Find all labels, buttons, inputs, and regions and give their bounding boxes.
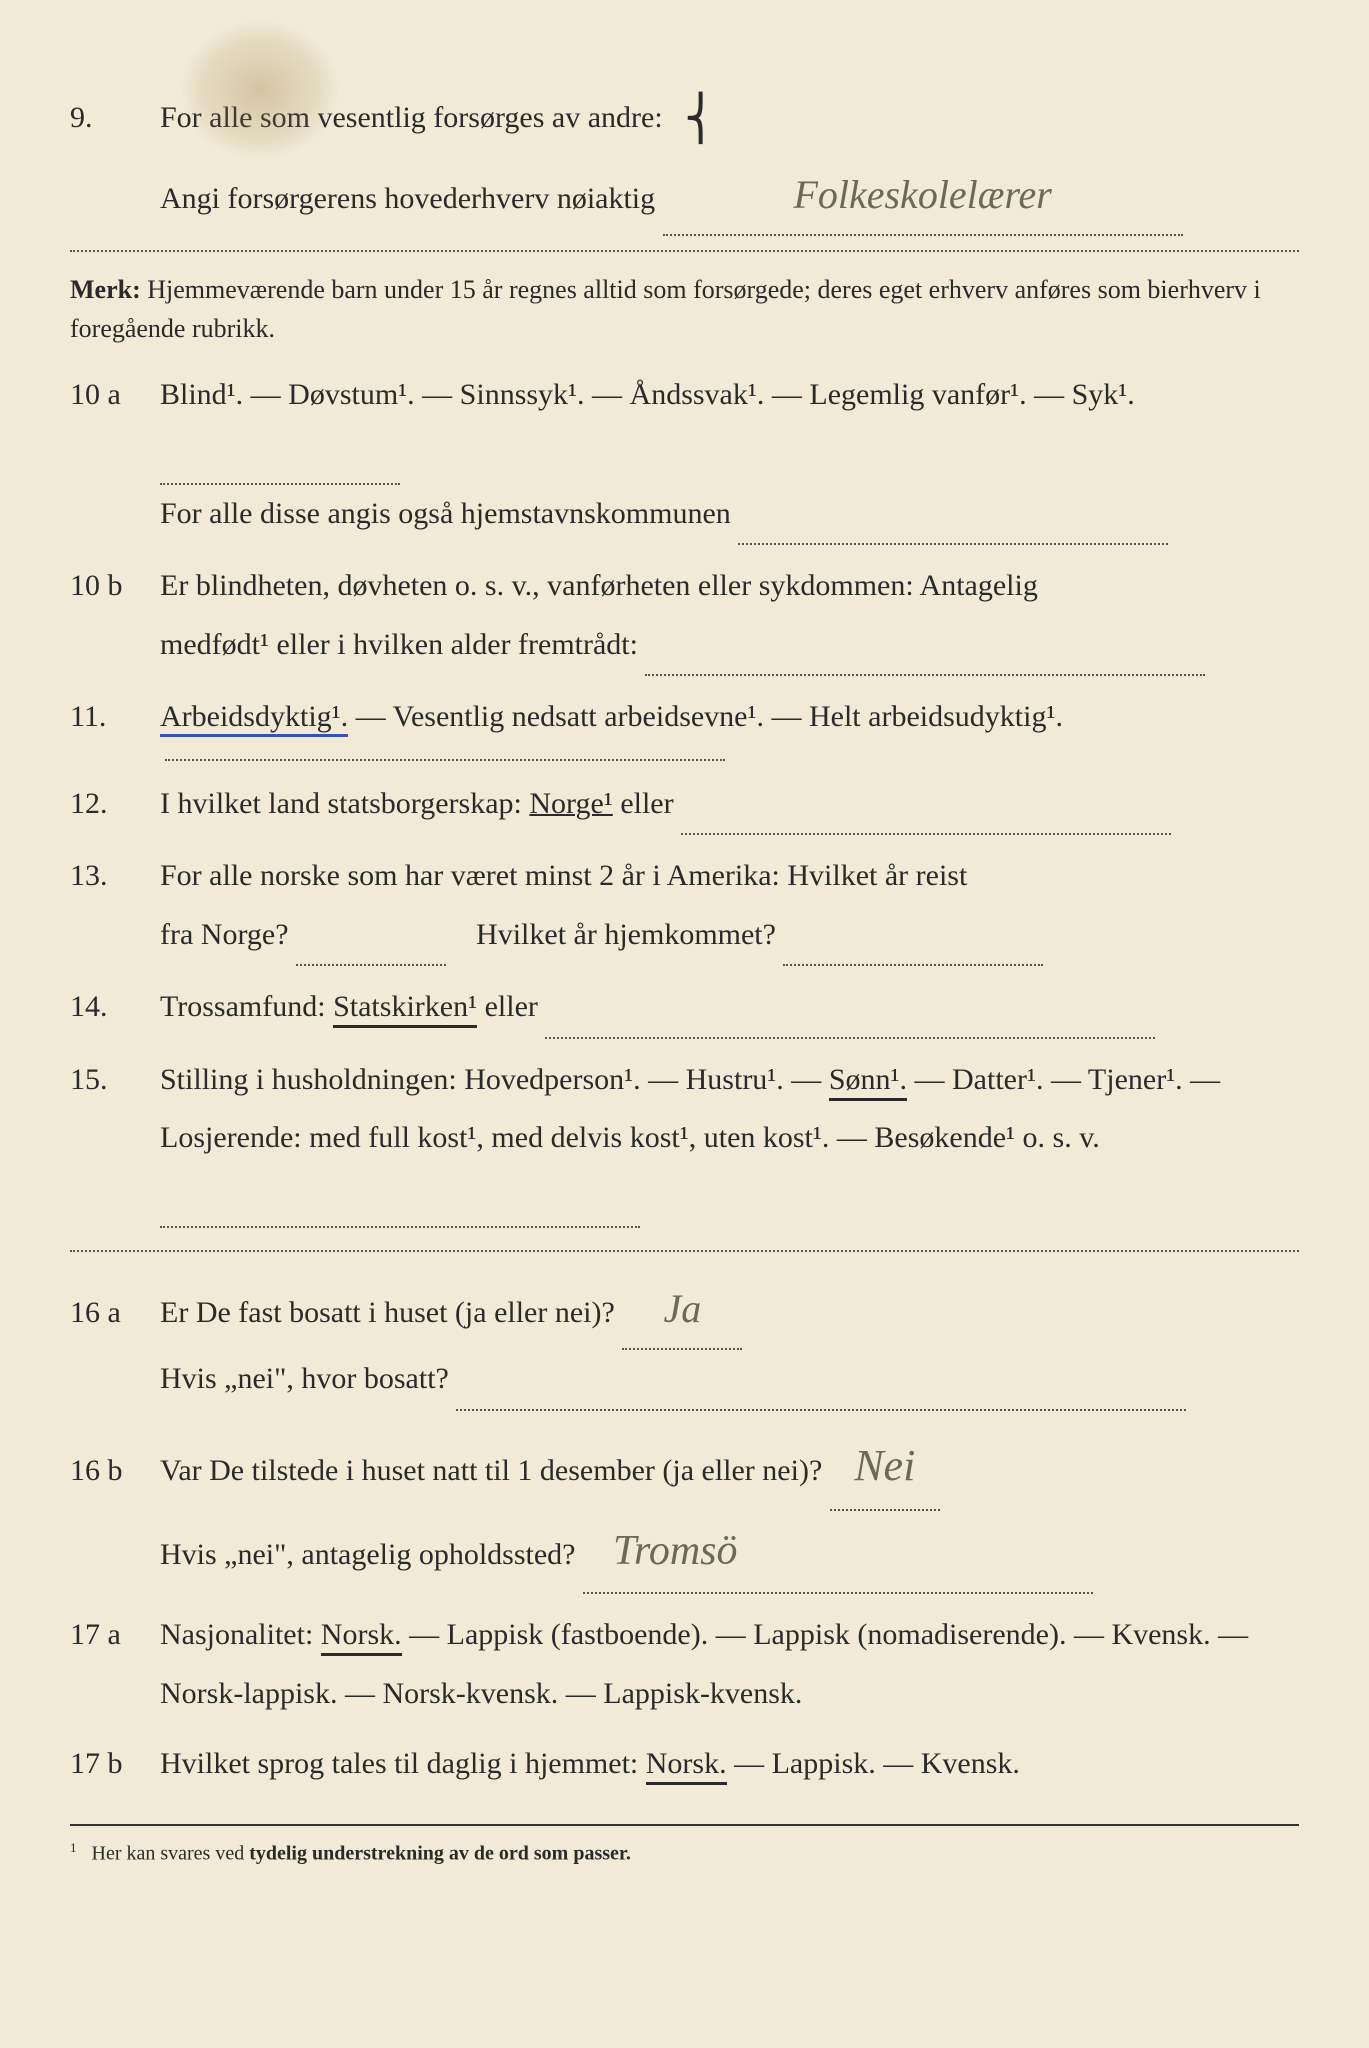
q12-body: I hvilket land statsborgerskap: Norge¹ e… xyxy=(160,775,1299,836)
q16a-q: Er De fast bosatt i huset (ja eller nei)… xyxy=(160,1296,615,1329)
footnote: 1 Her kan svares ved tydelig understrekn… xyxy=(70,1840,1299,1866)
q15-body: Stilling i husholdningen: Hovedperson¹. … xyxy=(160,1051,1299,1229)
merk-text: Hjemmeværende barn under 15 år regnes al… xyxy=(70,275,1261,343)
q12-norge: Norge¹ xyxy=(529,787,612,820)
question-11: 11. Arbeidsdyktig¹. — Vesentlig nedsatt … xyxy=(70,688,1299,747)
q15-a: Stilling i husholdningen: Hovedperson¹. … xyxy=(160,1063,829,1096)
q16b-answer2-field[interactable]: Tromsö xyxy=(583,1511,1093,1595)
q10a-number: 10 a xyxy=(70,366,160,425)
q16b-ans: Nei xyxy=(854,1441,915,1490)
q11-selected: Arbeidsdyktig¹. xyxy=(160,700,348,737)
q11-rest: — Vesentlig nedsatt arbeidsevne¹. — Helt… xyxy=(348,700,1063,733)
q14-body: Trossamfund: Statskirken¹ eller xyxy=(160,978,1299,1039)
q9-answer-field[interactable]: Folkeskolelærer xyxy=(663,156,1183,236)
q13-number: 13. xyxy=(70,847,160,906)
q16b-line2: Hvis „nei", antagelig opholdssted? xyxy=(160,1538,576,1571)
q15-sonn: Sønn¹. xyxy=(829,1063,907,1101)
q10b-body: Er blindheten, døvheten o. s. v., vanfør… xyxy=(160,557,1299,676)
q14-stats: Statskirken¹ xyxy=(333,990,477,1028)
q16a-answer-field[interactable]: Ja xyxy=(622,1270,742,1350)
q16a-blank2[interactable] xyxy=(456,1350,1186,1411)
q10a-line2: For alle disse angis også hjemstavnskomm… xyxy=(160,497,731,530)
q11-body: Arbeidsdyktig¹. — Vesentlig nedsatt arbe… xyxy=(160,688,1299,747)
q10a-body: Blind¹. — Døvstum¹. — Sinnssyk¹. — Åndss… xyxy=(160,366,1299,546)
question-12: 12. I hvilket land statsborgerskap: Norg… xyxy=(70,775,1299,836)
q12-a: I hvilket land statsborgerskap: xyxy=(160,787,529,820)
q10b-number: 10 b xyxy=(70,557,160,616)
q9-number: 9. xyxy=(70,89,160,148)
q16a-ans: Ja xyxy=(663,1286,701,1331)
q14-number: 14. xyxy=(70,978,160,1037)
divider xyxy=(70,250,1299,252)
q17a-number: 17 a xyxy=(70,1606,160,1665)
note-merk: Merk: Hjemmeværende barn under 15 år reg… xyxy=(70,270,1299,348)
q16a-body: Er De fast bosatt i huset (ja eller nei)… xyxy=(160,1270,1299,1411)
q15-number: 15. xyxy=(70,1051,160,1110)
footnote-text: Her kan svares ved tydelig understreknin… xyxy=(92,1843,631,1865)
q13-blank2[interactable] xyxy=(783,906,1043,967)
q17a-a: Nasjonalitet: xyxy=(160,1618,321,1651)
footnote-num: 1 xyxy=(70,1840,77,1855)
q16b-body: Var De tilstede i huset natt til 1 desem… xyxy=(160,1423,1299,1595)
q10a-blank2[interactable] xyxy=(738,485,1168,546)
question-15: 15. Stilling i husholdningen: Hovedperso… xyxy=(70,1051,1299,1229)
divider-short xyxy=(165,759,725,761)
question-17b: 17 b Hvilket sprog tales til daglig i hj… xyxy=(70,1735,1299,1794)
merk-label: Merk: xyxy=(70,275,141,304)
q13-blank1[interactable] xyxy=(296,906,446,967)
census-form-page: 9. For alle som vesentlig forsørges av a… xyxy=(0,0,1369,2048)
brace-icon: ⎨ xyxy=(684,94,717,143)
q17b-body: Hvilket sprog tales til daglig i hjemmet… xyxy=(160,1735,1299,1794)
q12-blank[interactable] xyxy=(681,775,1171,836)
question-10a: 10 a Blind¹. — Døvstum¹. — Sinnssyk¹. — … xyxy=(70,366,1299,546)
divider xyxy=(70,1250,1299,1252)
q10a-options: Blind¹. — Døvstum¹. — Sinnssyk¹. — Åndss… xyxy=(160,378,1135,411)
q13-body: For alle norske som har været minst 2 år… xyxy=(160,847,1299,966)
question-16a: 16 a Er De fast bosatt i huset (ja eller… xyxy=(70,1270,1299,1411)
q16a-line2: Hvis „nei", hvor bosatt? xyxy=(160,1362,449,1395)
q17b-a: Hvilket sprog tales til daglig i hjemmet… xyxy=(160,1747,646,1780)
question-13: 13. For alle norske som har været minst … xyxy=(70,847,1299,966)
q12-b: eller xyxy=(620,787,673,820)
q14-b: eller xyxy=(485,990,538,1023)
q10b-blank[interactable] xyxy=(645,616,1205,677)
q12-number: 12. xyxy=(70,775,160,834)
q14-a: Trossamfund: xyxy=(160,990,333,1023)
q16b-answer-field[interactable]: Nei xyxy=(830,1423,940,1511)
q17b-b: — Lappisk. — Kvensk. xyxy=(734,1747,1020,1780)
q16b-number: 16 b xyxy=(70,1442,160,1501)
q11-number: 11. xyxy=(70,688,160,747)
q16b-q: Var De tilstede i huset natt til 1 desem… xyxy=(160,1454,822,1487)
q10a-blank1[interactable] xyxy=(160,424,400,485)
q9-line2: Angi forsørgerens hovederhverv nøiaktig xyxy=(160,182,655,215)
q13-line2b: Hvilket år hjemkommet? xyxy=(476,918,776,951)
q9-answer: Folkeskolelærer xyxy=(793,172,1051,217)
q15-blank[interactable] xyxy=(160,1168,640,1229)
q17b-norsk: Norsk. xyxy=(646,1747,727,1785)
q10b-line1: Er blindheten, døvheten o. s. v., vanfør… xyxy=(160,569,1038,602)
footnote-rule xyxy=(70,1824,1299,1826)
q10b-line2: medfødt¹ eller i hvilken alder fremtrådt… xyxy=(160,628,638,661)
q13-line1: For alle norske som har været minst 2 år… xyxy=(160,859,967,892)
q16a-number: 16 a xyxy=(70,1284,160,1343)
q14-blank[interactable] xyxy=(545,978,1155,1039)
question-17a: 17 a Nasjonalitet: Norsk. — Lappisk (fas… xyxy=(70,1606,1299,1723)
q16b-ans2: Tromsö xyxy=(613,1528,738,1574)
q13-line2a: fra Norge? xyxy=(160,918,289,951)
q17a-norsk: Norsk. xyxy=(321,1618,402,1656)
question-16b: 16 b Var De tilstede i huset natt til 1 … xyxy=(70,1423,1299,1595)
question-10b: 10 b Er blindheten, døvheten o. s. v., v… xyxy=(70,557,1299,676)
question-14: 14. Trossamfund: Statskirken¹ eller xyxy=(70,978,1299,1039)
paper-stain xyxy=(180,20,340,160)
q17a-body: Nasjonalitet: Norsk. — Lappisk (fastboen… xyxy=(160,1606,1299,1723)
q17b-number: 17 b xyxy=(70,1735,160,1794)
